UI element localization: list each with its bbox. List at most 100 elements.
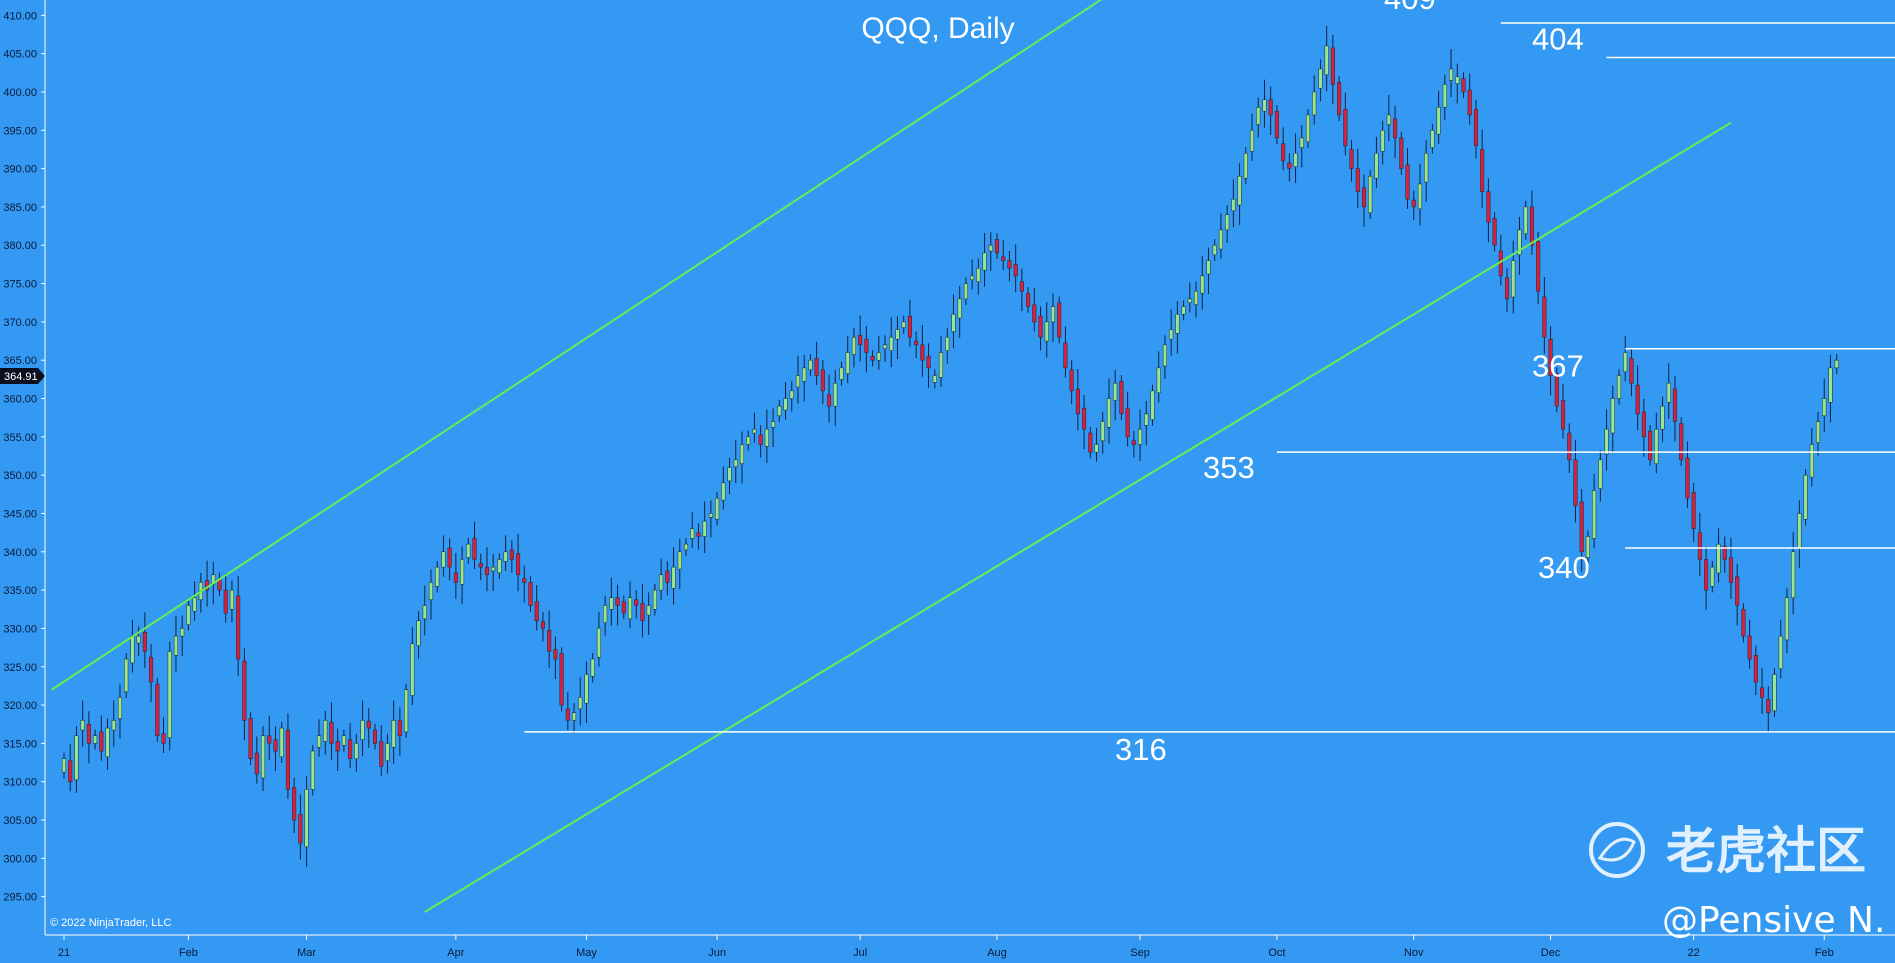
candle-body-up [1797, 513, 1802, 549]
candle [441, 535, 446, 577]
candle-body-up [316, 735, 322, 748]
candle-body-up [111, 720, 116, 731]
candle [105, 718, 110, 770]
candle-body-up [117, 697, 123, 719]
candle [1436, 90, 1441, 144]
candle [1032, 288, 1037, 332]
candle [1523, 200, 1528, 240]
candle [1753, 645, 1758, 696]
candle-body-down [534, 601, 539, 622]
candle-body-up [1368, 176, 1373, 213]
candle-body-down [864, 338, 869, 353]
y-tick-label: 325.00 [3, 662, 37, 674]
candle-body-up [1206, 260, 1211, 275]
candle-body-down [1728, 557, 1734, 583]
candle-body-down [1075, 388, 1080, 415]
candle [93, 729, 98, 750]
candle-body-up [1256, 107, 1261, 125]
candle [1150, 384, 1155, 426]
candle-body-down [1281, 143, 1286, 162]
candle [839, 361, 844, 386]
candle [528, 576, 533, 612]
candle-body-up [422, 605, 427, 620]
candle [1324, 26, 1329, 92]
candle-body-up [1834, 359, 1839, 369]
candle-body-down [1349, 149, 1354, 169]
x-tick-label: Sep [1130, 947, 1150, 959]
candle [1075, 369, 1080, 431]
candle [1455, 63, 1460, 104]
candle-body-down [1411, 199, 1416, 208]
support-resistance-levels: 409 404 367 353 340 316 [524, 0, 1895, 767]
y-tick-label: 375.00 [3, 279, 37, 291]
x-tick-label: Mar [297, 947, 316, 959]
candle-body-up [683, 543, 689, 551]
candle [590, 652, 595, 683]
candle-body-down [1492, 218, 1497, 246]
candle-body-up [410, 643, 415, 696]
candle [827, 374, 832, 423]
candle-body-down [1268, 99, 1273, 116]
copyright-text: © 2022 NinjaTrader, LLC [50, 917, 171, 929]
candle-body-up [677, 551, 682, 570]
candle-body-up [1654, 428, 1659, 464]
candle-body-up [124, 658, 129, 692]
candle [68, 744, 73, 792]
candle-body-up [1386, 114, 1391, 125]
watermark: 老虎社区 @Pensive N. [1589, 822, 1885, 941]
y-tick-label: 365.00 [3, 355, 37, 367]
candle [1144, 400, 1149, 446]
candle [1430, 124, 1435, 154]
y-tick-label: 345.00 [3, 508, 37, 520]
candle-body-down [1685, 457, 1690, 499]
candle-body-down [1337, 82, 1342, 116]
candle [223, 573, 228, 623]
candle [1082, 395, 1087, 450]
candle [1330, 34, 1335, 105]
candle-body-down [509, 549, 514, 560]
candle [547, 610, 552, 668]
candle-body-up [173, 635, 179, 656]
candle [876, 336, 881, 370]
candle-body-up [603, 605, 608, 623]
candle-body-down [1119, 381, 1124, 415]
candle-body-down [1343, 108, 1348, 146]
candle [627, 581, 633, 629]
candle [1256, 97, 1261, 138]
candle [1741, 603, 1746, 643]
candle-body-up [1175, 313, 1180, 334]
y-tick-label: 340.00 [3, 547, 37, 559]
candle-body-up [1050, 306, 1056, 323]
candle-body-up [1318, 68, 1323, 89]
candle-body-up [1243, 153, 1248, 179]
candle-body-down [696, 532, 701, 537]
candle-body-up [74, 735, 79, 781]
candle-body-up [1212, 244, 1217, 256]
candle-body-down [522, 578, 527, 583]
candle [1218, 213, 1223, 259]
candle [435, 561, 440, 593]
candle-body-down [621, 601, 626, 614]
candle-body-up [186, 605, 191, 625]
candle-body-down [665, 570, 670, 583]
candle [1809, 428, 1814, 487]
candle-body-down [640, 603, 645, 622]
candle-body-up [783, 398, 788, 411]
candle-body-down [540, 621, 545, 629]
candle [1274, 104, 1279, 145]
candle [279, 721, 284, 763]
candle [167, 641, 172, 751]
candle [1492, 212, 1497, 252]
candle [1206, 247, 1211, 294]
candle-body-up [1710, 566, 1715, 587]
candle [74, 726, 79, 793]
candle-body-up [260, 735, 266, 779]
candle-body-up [764, 428, 769, 447]
candle-body-up [938, 352, 944, 378]
candle [1237, 163, 1242, 225]
candle [945, 327, 950, 364]
y-axis-ticks: 295.00 300.00 305.00 310.00 315.00 320.00 325.… [3, 10, 45, 904]
candle-body-up [777, 405, 782, 417]
candle [1517, 216, 1522, 275]
candle [771, 408, 776, 448]
